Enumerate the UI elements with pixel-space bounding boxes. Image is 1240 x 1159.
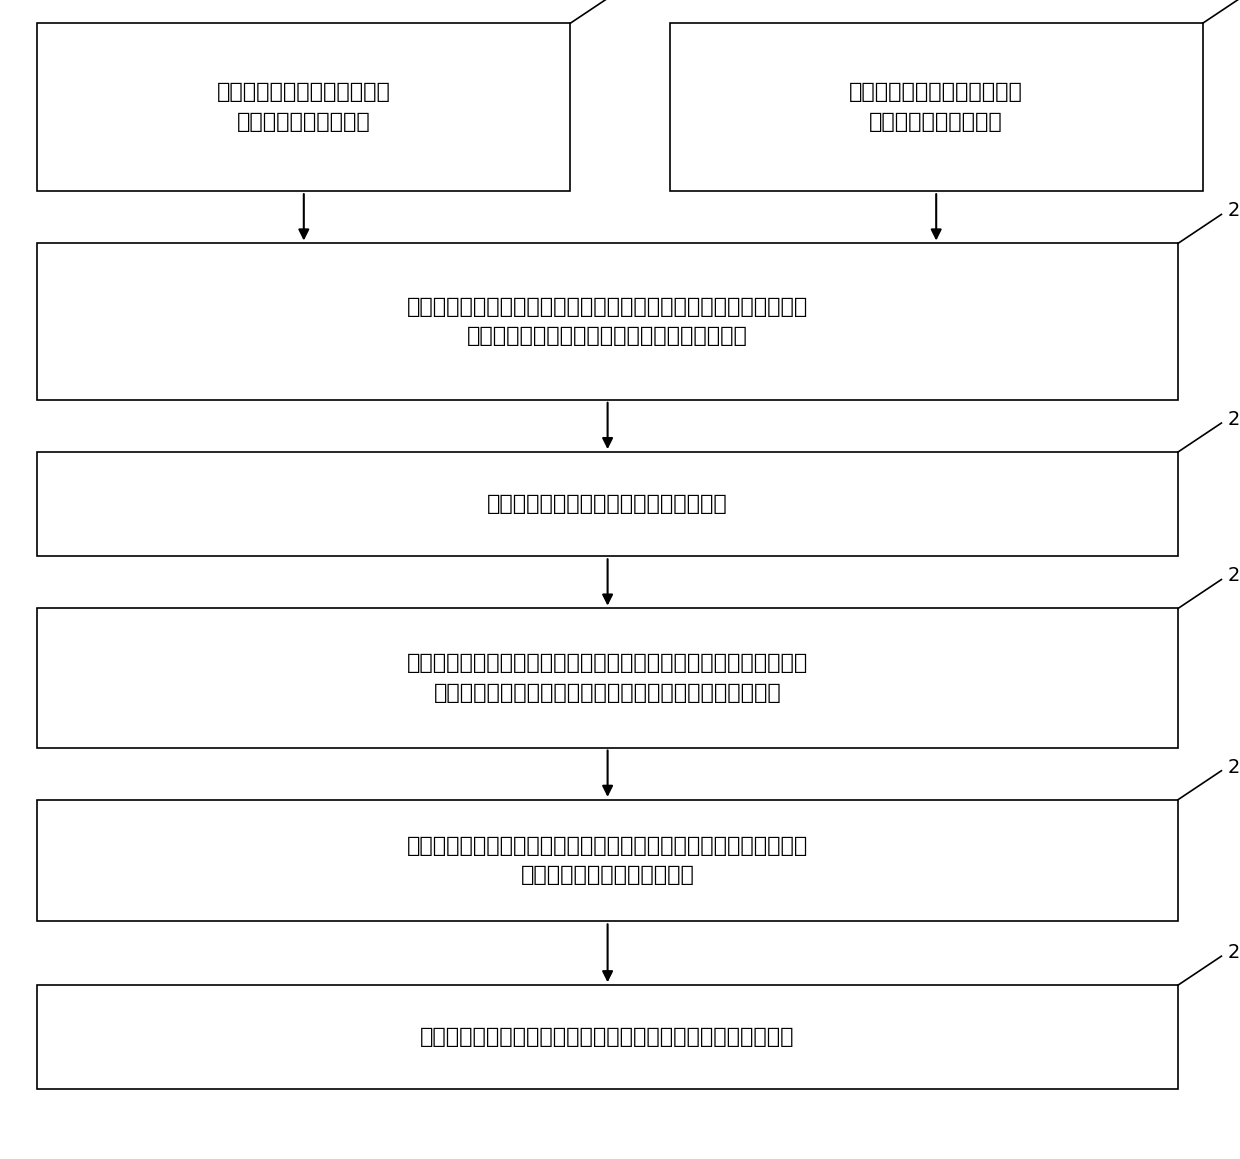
Text: 207: 207 — [1228, 943, 1240, 962]
Text: 206: 206 — [1228, 758, 1240, 777]
Text: 204: 204 — [1228, 410, 1240, 429]
Bar — [37, 23, 570, 191]
Text: 203: 203 — [1228, 202, 1240, 220]
Bar — [37, 985, 1178, 1089]
Text: 获取定向标签的第二挖掘方式
对应的第二定向账户集: 获取定向标签的第二挖掘方式 对应的第二定向账户集 — [849, 82, 1023, 132]
Text: 从混合定向账户集中选取目标定向账户集: 从混合定向账户集中选取目标定向账户集 — [487, 494, 728, 515]
Text: 205: 205 — [1228, 567, 1240, 585]
Bar — [37, 243, 1178, 400]
Text: 根据目标账户的方式标识确定用于确定定向标签的目标挖掘方式: 根据目标账户的方式标识确定用于确定定向标签的目标挖掘方式 — [420, 1027, 795, 1048]
Text: 将第一定向账户集和第二定向账户集中的各个账户以指示对应的挖掘
方式的方式标识进行标记，得到混合定向账户集: 将第一定向账户集和第二定向账户集中的各个账户以指示对应的挖掘 方式的方式标识进行… — [407, 297, 808, 347]
Bar — [37, 452, 1178, 556]
Bar — [37, 608, 1178, 748]
Text: 通过相同的推送机制向目标定向账户集中的各个账户推送同一对象，
并获取目标定向账户集中的各个账户对对象的操作行为数据: 通过相同的推送机制向目标定向账户集中的各个账户推送同一对象， 并获取目标定向账户… — [407, 654, 808, 702]
Bar — [37, 800, 1178, 921]
Text: 获取定向标签的第一挖掘方式
对应的第一定向账户集: 获取定向标签的第一挖掘方式 对应的第一定向账户集 — [217, 82, 391, 132]
Text: 根据各个账户对对象的操作行为数据，从目标定向账户集中确定操作
程度满足预设条件的目标账户: 根据各个账户对对象的操作行为数据，从目标定向账户集中确定操作 程度满足预设条件的… — [407, 836, 808, 885]
Bar — [670, 23, 1203, 191]
